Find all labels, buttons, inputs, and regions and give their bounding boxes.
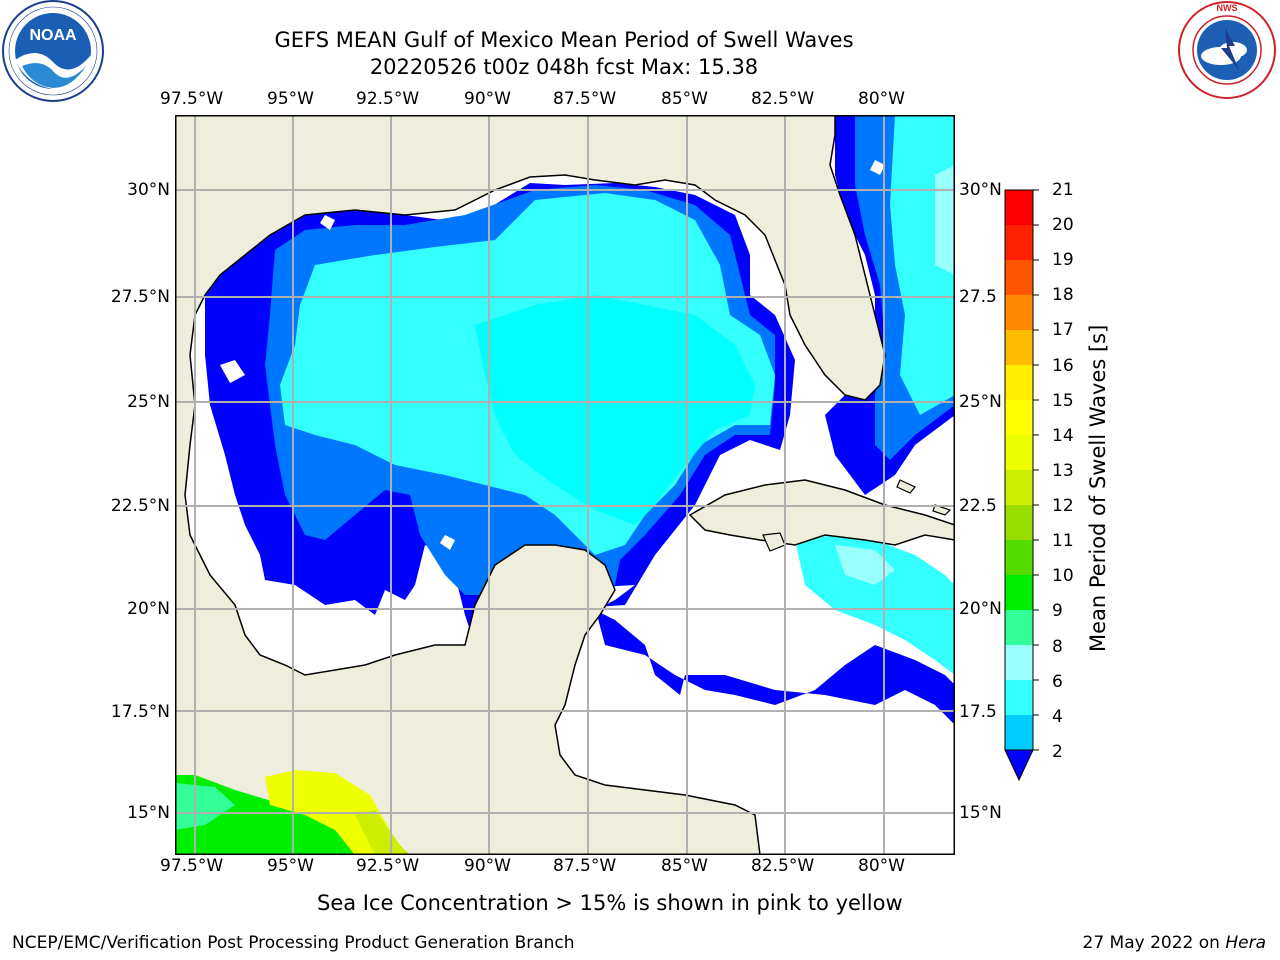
colorbar-segment bbox=[1005, 260, 1033, 296]
map-title: GEFS MEAN Gulf of Mexico Mean Period of … bbox=[274, 28, 854, 52]
lon-label-bottom: 97.5°W bbox=[160, 856, 224, 876]
land-bahamas bbox=[932, 504, 952, 516]
colorbar-segment bbox=[1005, 190, 1033, 226]
colorbar-segment bbox=[1005, 225, 1033, 261]
lon-label-top: 90°W bbox=[464, 89, 511, 109]
swell-band-pacific-lightgreen bbox=[175, 783, 235, 830]
lon-label-top: 92.5°W bbox=[356, 89, 420, 109]
lat-label-right: 20°N bbox=[959, 599, 1002, 619]
colorbar-tick-label: 10 bbox=[1052, 566, 1074, 586]
colorbar-segment bbox=[1005, 680, 1033, 716]
lon-label-bottom: 80°W bbox=[858, 856, 905, 876]
colorbar-tick-label: 14 bbox=[1052, 426, 1074, 446]
swell-band-pacific-yellowgreen bbox=[355, 810, 410, 855]
map-frame bbox=[175, 115, 955, 855]
lon-label-top: 95°W bbox=[267, 89, 314, 109]
sea-ice-note: Sea Ice Concentration > 15% is shown in … bbox=[317, 891, 903, 915]
colorbar-tick-label: 12 bbox=[1052, 496, 1074, 516]
colorbar bbox=[1004, 189, 1039, 782]
lon-label-top: 85°W bbox=[661, 89, 708, 109]
lon-label-bottom: 82.5°W bbox=[751, 856, 815, 876]
lon-label-top: 97.5°W bbox=[160, 89, 224, 109]
swell-band-pacific-green bbox=[175, 775, 385, 855]
lat-label-left: 17.5°N bbox=[110, 702, 170, 722]
colorbar-tick-label: 21 bbox=[1052, 180, 1074, 200]
swell-band-atlantic-light bbox=[935, 165, 955, 275]
lat-label-right: 22.5 bbox=[959, 496, 997, 516]
nodata-patch bbox=[220, 360, 245, 383]
swell-band-6-7 bbox=[475, 295, 755, 525]
colorbar-segment bbox=[1005, 400, 1033, 436]
lat-label-left: 30°N bbox=[127, 180, 170, 200]
lat-label-right: 17.5 bbox=[959, 702, 997, 722]
lat-label-left: 22.5°N bbox=[110, 496, 170, 516]
nodata-patch bbox=[870, 160, 885, 175]
colorbar-tick-label: 18 bbox=[1052, 285, 1074, 305]
lat-label-left: 25°N bbox=[127, 392, 170, 412]
colorbar-tick-label: 8 bbox=[1052, 637, 1063, 657]
lat-label-right: 30°N bbox=[959, 180, 1002, 200]
land-north-america bbox=[175, 115, 886, 855]
colorbar-tick-label: 6 bbox=[1052, 672, 1063, 692]
land-bahamas bbox=[896, 479, 916, 494]
nodata-patch bbox=[320, 215, 335, 230]
lat-label-right: 25°N bbox=[959, 392, 1002, 412]
colorbar-tick-label: 13 bbox=[1052, 461, 1074, 481]
lon-label-bottom: 85°W bbox=[661, 856, 708, 876]
lon-label-top: 80°W bbox=[858, 89, 905, 109]
colorbar-segment bbox=[1005, 435, 1033, 471]
map-subtitle: 20220526 t00z 048h fcst Max: 15.38 bbox=[369, 55, 759, 79]
colorbar-tick-label: 15 bbox=[1052, 391, 1074, 411]
footer-credit: NCEP/EMC/Verification Post Processing Pr… bbox=[12, 933, 575, 953]
svg-text:NWS: NWS bbox=[1217, 3, 1238, 13]
colorbar-under-arrow bbox=[1004, 749, 1034, 782]
lat-label-left: 15°N bbox=[127, 803, 170, 823]
colorbar-tick-label: 20 bbox=[1052, 215, 1074, 235]
noaa-logo: NOAA bbox=[2, 0, 104, 102]
colorbar-segment bbox=[1005, 575, 1033, 611]
colorbar-tick-label: 16 bbox=[1052, 356, 1074, 376]
lon-label-bottom: 87.5°W bbox=[553, 856, 617, 876]
nodata-patch bbox=[760, 580, 775, 597]
lon-label-top: 87.5°W bbox=[553, 89, 617, 109]
footer-date: 27 May 2022 on Hera bbox=[1082, 933, 1267, 953]
colorbar-tick-label: 2 bbox=[1052, 742, 1063, 762]
svg-text:NOAA: NOAA bbox=[29, 27, 77, 44]
lat-label-right: 27.5 bbox=[959, 287, 997, 307]
colorbar-segment bbox=[1005, 610, 1033, 646]
colorbar-segment bbox=[1005, 715, 1033, 751]
colorbar-tick-label: 19 bbox=[1052, 250, 1074, 270]
swell-period-map bbox=[175, 115, 955, 855]
colorbar-segment bbox=[1005, 330, 1033, 366]
nws-logo: NWS bbox=[1178, 1, 1276, 99]
colorbar-segment bbox=[1005, 540, 1033, 576]
lon-label-bottom: 95°W bbox=[267, 856, 314, 876]
swell-band-caribbean bbox=[795, 535, 955, 675]
graticule bbox=[175, 115, 955, 855]
colorbar-tick-label: 9 bbox=[1052, 601, 1063, 621]
lat-label-left: 27.5°N bbox=[110, 287, 170, 307]
land-cuba bbox=[688, 479, 955, 546]
swell-band-caribbean-light bbox=[835, 545, 895, 585]
colorbar-tick-label: 11 bbox=[1052, 531, 1074, 551]
colorbar-segment bbox=[1005, 505, 1033, 541]
colorbar-tick-label: 4 bbox=[1052, 707, 1063, 727]
colorbar-segment bbox=[1005, 470, 1033, 506]
colorbar-tick-label: 17 bbox=[1052, 320, 1074, 340]
colorbar-segment bbox=[1005, 645, 1033, 681]
nodata-patch bbox=[440, 535, 455, 550]
lon-label-top: 82.5°W bbox=[751, 89, 815, 109]
lon-label-bottom: 92.5°W bbox=[356, 856, 420, 876]
colorbar-segment bbox=[1005, 365, 1033, 401]
lon-label-bottom: 90°W bbox=[464, 856, 511, 876]
lat-label-right: 15°N bbox=[959, 803, 1002, 823]
lat-label-left: 20°N bbox=[127, 599, 170, 619]
colorbar-segment bbox=[1005, 295, 1033, 331]
colorbar-title: Mean Period of Swell Waves [s] bbox=[1086, 324, 1110, 652]
